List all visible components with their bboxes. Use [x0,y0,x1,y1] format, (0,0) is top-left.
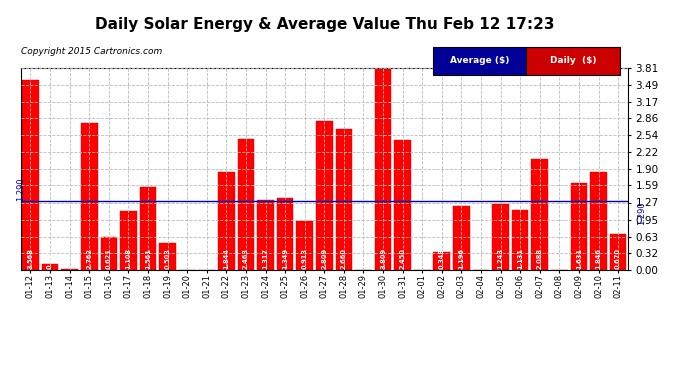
Bar [453,206,470,270]
Text: 1.846: 1.846 [595,248,602,269]
Bar [512,210,529,270]
Bar [101,237,117,270]
Text: 2.088: 2.088 [537,248,543,269]
Text: Daily Solar Energy & Average Value Thu Feb 12 17:23: Daily Solar Energy & Average Value Thu F… [95,17,554,32]
Bar [139,187,157,270]
Bar [218,172,235,270]
Text: 1.196: 1.196 [458,248,464,269]
Text: 1.243: 1.243 [497,248,504,269]
Text: 1.131: 1.131 [518,248,523,269]
Text: 0.621: 0.621 [106,248,112,269]
Bar [316,121,333,270]
Bar [531,159,548,270]
Bar [590,172,607,270]
Text: 2.660: 2.660 [341,248,347,269]
Bar [335,129,352,270]
Bar [120,211,137,270]
Text: 1.108: 1.108 [126,248,131,269]
Text: Average ($): Average ($) [450,57,510,65]
Text: 2.450: 2.450 [400,248,406,269]
Text: Daily  ($): Daily ($) [550,57,596,65]
Bar [61,269,78,270]
Text: 1.631: 1.631 [576,248,582,269]
Text: 2.809: 2.809 [322,248,327,269]
Text: 2.762: 2.762 [86,248,92,269]
Text: 0.913: 0.913 [302,248,308,269]
Bar [81,123,97,270]
Text: 3.568: 3.568 [28,248,34,269]
Text: 0.348: 0.348 [439,248,445,269]
Bar [610,234,627,270]
Text: 0.670: 0.670 [615,248,621,269]
Text: Copyright 2015 Cartronics.com: Copyright 2015 Cartronics.com [21,47,162,56]
Bar [22,80,39,270]
Bar [42,264,59,270]
Text: 0.503: 0.503 [165,248,170,269]
Text: 0.107: 0.107 [47,248,53,269]
Bar [237,139,255,270]
Bar [492,204,509,270]
Text: 2.463: 2.463 [243,248,249,269]
Text: 1.290: 1.290 [637,201,646,225]
Bar [277,198,293,270]
Bar [257,200,274,270]
Text: 1.561: 1.561 [145,248,151,269]
Bar [394,140,411,270]
Bar [375,68,391,270]
Bar [571,183,587,270]
Bar [159,243,176,270]
Text: 1.290: 1.290 [16,178,26,201]
Text: 1.349: 1.349 [282,248,288,269]
Text: 3.809: 3.809 [380,248,386,269]
Bar [297,222,313,270]
Text: 1.844: 1.844 [224,248,229,269]
Text: 1.317: 1.317 [262,248,268,269]
Bar [433,252,450,270]
